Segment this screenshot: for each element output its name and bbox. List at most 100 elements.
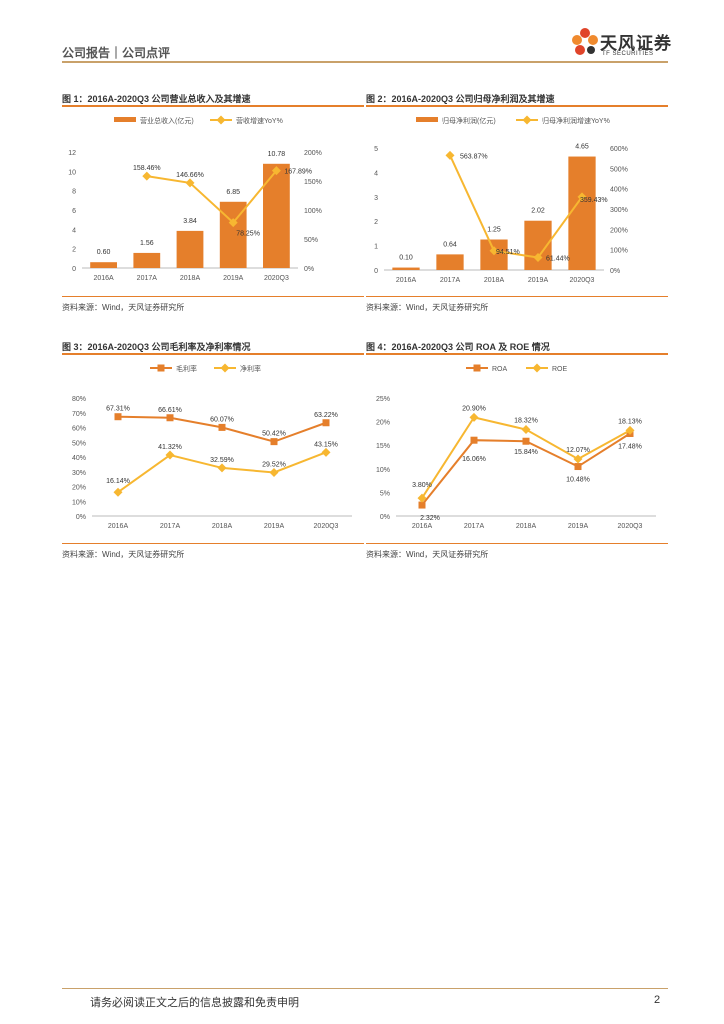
x-tick-label: 2020Q3 (570, 277, 595, 284)
series-value-label: 60.07% (210, 416, 234, 423)
figure-2-source: 资料来源：Wind，天风证券研究所 (366, 303, 489, 312)
y-tick-label: 30% (72, 470, 86, 477)
figure-1-top-rule (62, 105, 364, 107)
y-tick-label: 20% (72, 485, 86, 492)
series-point (469, 412, 479, 422)
y-tick-label: 40% (72, 455, 86, 462)
figure-3-bottom-rule (62, 543, 364, 544)
x-tick-label: 2019A (223, 275, 244, 282)
series-point (418, 501, 426, 509)
figure-4-bottom-rule (366, 543, 668, 544)
x-tick-label: 2016A (93, 275, 114, 282)
legend-label: 营业总收入(亿元) (140, 116, 194, 125)
x-tick-label: 2018A (516, 523, 537, 530)
x-tick-label: 2017A (160, 523, 181, 530)
logo-flower-icon (572, 28, 598, 55)
footer-disclaimer: 请务必阅读正文之后的信息披露和免责申明 (90, 997, 299, 1009)
series-value-label: 18.32% (514, 418, 538, 425)
bar (263, 163, 290, 268)
y-tick-label: 12 (68, 150, 76, 157)
y-tick-label: 4 (374, 170, 378, 177)
figure-4-top-rule (366, 353, 668, 355)
series-value-label: 16.06% (462, 456, 486, 463)
series-value-label: 2.32% (420, 515, 440, 522)
x-tick-label: 2018A (212, 523, 233, 530)
company-logo: 天风证券 TF SECURITIES (570, 26, 680, 62)
series-point (573, 454, 583, 464)
series-value-label: 17.48% (618, 443, 642, 450)
y-tick-label: 2 (72, 247, 76, 254)
series-value-label: 41.32% (158, 444, 182, 451)
series-point (165, 450, 175, 460)
figure-2-title: 图 2：2016A-2020Q3 公司归母净利润及其增速 (366, 94, 555, 104)
growth-point (142, 171, 152, 181)
series-point (321, 447, 331, 457)
series-value-label: 10.48% (566, 477, 590, 484)
series-point (521, 425, 531, 435)
x-tick-label: 2018A (484, 277, 505, 284)
legend-label: 营收增速YoY% (236, 116, 283, 125)
growth-value-label: 359.43% (580, 197, 608, 204)
bar (568, 156, 596, 270)
series-point (113, 487, 123, 497)
bar (90, 262, 117, 268)
growth-value-label: 158.46% (133, 165, 161, 172)
y-tick-label: 1 (374, 244, 378, 251)
bar-value-label: 1.56 (140, 240, 154, 247)
y-tick-label: 10% (72, 499, 86, 506)
bar (392, 267, 420, 270)
bar-value-label: 10.78 (268, 151, 286, 158)
legend-swatch-bar (114, 117, 136, 122)
series-point (574, 463, 582, 471)
x-tick-label: 2019A (568, 523, 589, 530)
legend-label: 净利率 (240, 364, 261, 373)
x-tick-label: 2016A (412, 523, 433, 530)
x-tick-label: 2017A (137, 275, 158, 282)
series-value-label: 32.59% (210, 457, 234, 464)
y-tick-label: 50% (72, 440, 86, 447)
growth-value-label: 78.25% (236, 231, 260, 238)
growth-value-label: 167.89% (284, 169, 312, 176)
x-tick-label: 2020Q3 (314, 523, 339, 530)
x-tick-label: 2017A (464, 523, 485, 530)
bar-value-label: 2.02 (531, 208, 545, 215)
series-point (322, 419, 330, 427)
y2-tick-label: 0% (304, 266, 314, 273)
series-value-label: 63.22% (314, 412, 338, 419)
logo-chinese-name: 天风证券 (600, 34, 672, 53)
y-tick-label: 25% (376, 396, 390, 403)
series-value-label: 20.90% (462, 405, 486, 412)
y-tick-label: 10% (376, 467, 390, 474)
y-tick-label: 0% (380, 514, 390, 521)
y-tick-label: 4 (72, 227, 76, 234)
growth-point (577, 192, 587, 202)
figure-3-top-rule (62, 353, 364, 355)
legend-marker (157, 364, 165, 372)
figure-1-source: 资料来源：Wind，天风证券研究所 (62, 303, 185, 312)
page-number: 2 (654, 994, 661, 1006)
legend-label: ROA (492, 366, 508, 373)
x-tick-label: 2019A (264, 523, 285, 530)
y2-tick-label: 500% (610, 166, 628, 173)
series-value-label: 15.84% (514, 449, 538, 456)
bar-value-label: 0.64 (443, 241, 457, 248)
logo-english-name: TF SECURITIES (602, 51, 654, 57)
x-tick-label: 2020Q3 (618, 523, 643, 530)
growth-point (228, 218, 238, 228)
x-tick-label: 2016A (396, 277, 417, 284)
figure-2-bottom-rule (366, 296, 668, 297)
series-point (217, 463, 227, 473)
series-point (269, 467, 279, 477)
x-tick-label: 2016A (108, 523, 129, 530)
series-point (218, 423, 226, 431)
x-tick-label: 2020Q3 (264, 275, 289, 282)
y-tick-label: 6 (72, 208, 76, 215)
y2-tick-label: 600% (610, 146, 628, 153)
header-title: 公司报告｜公司点评 (62, 46, 171, 60)
y-tick-label: 2 (374, 219, 378, 226)
figure-1-chart: 0 2 4 6 8 10 12 0% 50% 100% 150% 200% 2016A 2017A 2018… (68, 115, 322, 282)
legend-label: 归母净利润增速YoY% (542, 116, 610, 125)
series-point (166, 414, 174, 422)
footer-divider (62, 988, 668, 989)
series-value-label: 50.42% (262, 431, 286, 438)
